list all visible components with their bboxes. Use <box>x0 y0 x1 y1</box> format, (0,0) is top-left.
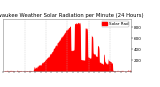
Legend: Solar Rad: Solar Rad <box>102 21 129 27</box>
Title: Milwaukee Weather Solar Radiation per Minute (24 Hours): Milwaukee Weather Solar Radiation per Mi… <box>0 13 144 18</box>
